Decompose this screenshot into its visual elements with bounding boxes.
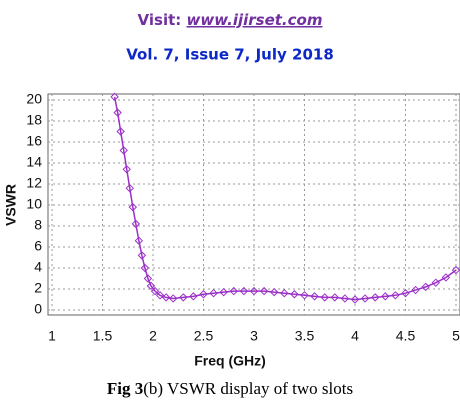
marker <box>189 292 198 301</box>
marker <box>161 293 171 302</box>
marker <box>249 286 259 296</box>
marker <box>155 291 165 300</box>
header-visit: Visit: www.ijirset.com <box>138 11 323 29</box>
y-tick-label: 16 <box>26 133 42 149</box>
marker <box>131 219 141 229</box>
marker <box>209 288 218 298</box>
marker <box>229 286 239 296</box>
series-line <box>113 96 457 301</box>
caption-label: Fig 3 <box>107 379 143 398</box>
marker <box>113 108 122 117</box>
marker <box>360 294 370 303</box>
x-tick-label: 1 <box>48 328 56 344</box>
y-tick-label: 14 <box>26 154 42 170</box>
x-tick-label: 2.5 <box>194 328 214 344</box>
marker <box>128 202 138 212</box>
x-tick-label: 5 <box>452 328 460 344</box>
y-tick-label: 10 <box>26 196 42 212</box>
marker <box>150 286 160 296</box>
marker <box>140 263 150 273</box>
volume: Vol. 7, Issue 7, July 2018 <box>126 46 334 64</box>
marker <box>122 165 131 174</box>
marker <box>451 265 460 275</box>
marker <box>350 295 360 304</box>
x-tick-label: 4.5 <box>396 328 416 344</box>
y-tick-label: 6 <box>34 238 42 254</box>
x-axis-label: Freq (GHz) <box>194 353 266 369</box>
marker <box>391 291 400 300</box>
marker <box>370 293 380 302</box>
marker <box>269 287 279 297</box>
x-tick-label: 3.5 <box>295 328 315 344</box>
x-tick-label: 4 <box>351 328 359 344</box>
marker <box>290 290 299 299</box>
y-axis-label: VSWR <box>3 184 19 226</box>
marker <box>421 282 430 292</box>
y-tick-label: 2 <box>34 280 42 296</box>
y-tick-label: 4 <box>34 259 42 275</box>
y-tick-label: 18 <box>26 112 42 128</box>
marker <box>310 292 319 301</box>
y-tick-label: 8 <box>34 217 42 233</box>
marker <box>441 273 451 282</box>
url: www.ijirset.com <box>187 11 323 29</box>
marker <box>239 286 249 296</box>
marker <box>280 288 289 298</box>
marker <box>179 293 188 302</box>
marker <box>137 251 147 260</box>
caption-text: (b) VSWR display of two slots <box>143 379 353 398</box>
marker <box>330 293 340 302</box>
marker <box>340 294 350 303</box>
y-tick-label: 12 <box>26 175 42 191</box>
marker <box>411 285 420 295</box>
y-tick-label: 0 <box>34 301 42 317</box>
marker <box>125 183 134 193</box>
marker <box>199 290 208 299</box>
caption: Fig 3(b) VSWR display of two slots <box>107 379 353 398</box>
marker <box>259 286 269 296</box>
marker <box>168 294 178 303</box>
marker <box>116 127 125 136</box>
marker <box>134 236 144 245</box>
marker <box>431 278 441 287</box>
marker <box>219 287 228 297</box>
x-tick-label: 2 <box>149 328 157 344</box>
marker <box>146 281 156 291</box>
marker <box>119 146 128 155</box>
marker <box>143 274 153 283</box>
marker <box>381 292 390 301</box>
marker <box>320 293 329 302</box>
marker <box>401 288 410 298</box>
x-tick-label: 3 <box>250 328 258 344</box>
marker <box>110 92 119 102</box>
y-tick-label: 20 <box>26 91 42 107</box>
marker <box>300 291 309 300</box>
visit-label: Visit: <box>138 11 182 29</box>
x-tick-label: 1.5 <box>93 328 113 344</box>
